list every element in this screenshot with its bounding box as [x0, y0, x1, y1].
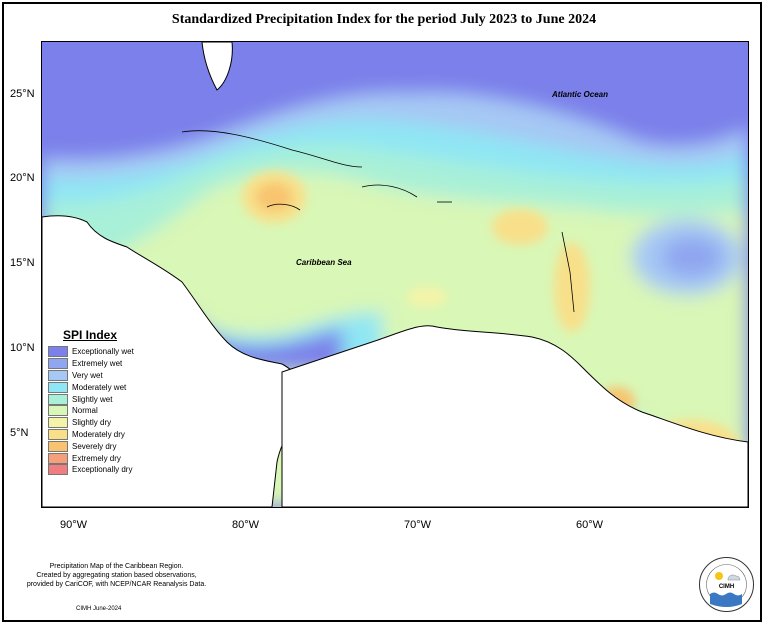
legend-swatch: [48, 405, 68, 417]
footer-credits: Precipitation Map of the Caribbean Regio…: [14, 562, 219, 589]
spi-map: Atlantic Ocean Caribbean Sea: [41, 41, 749, 508]
legend-item: Exceptionally wet: [48, 346, 134, 358]
legend-swatch: [48, 346, 68, 358]
lon-tick: 90°W: [60, 519, 88, 531]
water-icon: [710, 592, 742, 607]
lon-tick: 80°W: [232, 519, 260, 531]
lat-tick: 10°N: [10, 342, 35, 354]
cimh-logo: CIMH: [699, 557, 754, 612]
lat-tick: 5°N: [10, 427, 29, 439]
map-title: Standardized Precipitation Index for the…: [171, 12, 597, 27]
legend-label: Normal: [72, 406, 98, 416]
legend-item: Exceptionally dry: [48, 464, 134, 476]
legend-swatch: [48, 393, 68, 405]
lat-tick: 15°N: [10, 257, 35, 269]
florida: [201, 42, 233, 91]
legend-title: SPI Index: [63, 328, 118, 342]
land: [42, 42, 748, 507]
legend-swatch: [48, 464, 68, 476]
footer-line: Precipitation Map of the Caribbean Regio…: [49, 563, 184, 570]
legend-item: Extremely dry: [48, 452, 134, 464]
legend-label: Exceptionally dry: [72, 465, 133, 475]
cloud-icon: [727, 574, 741, 581]
legend-label: Very wet: [72, 370, 103, 380]
legend-item: Moderately dry: [48, 428, 134, 441]
legend-swatch: [48, 428, 68, 440]
footer-date: CIMH June-2024: [76, 606, 122, 612]
legend-swatch: [48, 452, 68, 464]
legend-swatch: [48, 369, 68, 381]
legend-item: Normal: [48, 405, 134, 417]
legend-item: Moderately wet: [48, 381, 134, 393]
lon-tick: 60°W: [576, 519, 604, 531]
lon-tick: 70°W: [404, 519, 432, 531]
legend-item: Extremely wet: [48, 358, 134, 370]
lat-tick: 20°N: [10, 172, 35, 184]
legend-label: Extremely wet: [72, 359, 123, 369]
atlantic-label: Atlantic Ocean: [552, 90, 609, 99]
legend-label: Exceptionally wet: [72, 347, 134, 357]
caribbean-label: Caribbean Sea: [296, 258, 352, 267]
legend-swatch: [48, 358, 68, 370]
legend-item: Slightly dry: [48, 417, 134, 429]
legend-swatch: [48, 417, 68, 429]
hispaniola: [361, 184, 418, 198]
islands: [181, 130, 575, 313]
legend-item: Slightly wet: [48, 393, 134, 405]
sun-icon: [715, 572, 723, 580]
legend-swatch: [48, 381, 68, 393]
legend-label: Extremely dry: [72, 453, 121, 463]
legend-label: Slightly dry: [72, 418, 112, 428]
cuba: [181, 130, 363, 168]
spi-map-canvas: [42, 42, 748, 507]
footer-line: Created by aggregating station based obs…: [36, 572, 197, 579]
south-america: [281, 325, 748, 507]
legend-label: Moderately dry: [72, 429, 125, 439]
legend-item: Very wet: [48, 369, 134, 382]
legend-item: Severely dry: [48, 440, 134, 452]
logo-text: CIMH: [719, 584, 734, 590]
lat-tick: 25°N: [10, 88, 35, 100]
outer-frame: [2, 2, 762, 622]
legend-label: Slightly wet: [72, 394, 113, 404]
legend-label: Severely dry: [72, 441, 117, 451]
jamaica: [266, 203, 301, 211]
legend-swatch: [48, 440, 68, 452]
spi-legend: SPI Index Exceptionally wet Extremely we…: [48, 328, 134, 476]
lesser-antilles: [561, 231, 575, 313]
legend-label: Moderately wet: [72, 382, 127, 392]
footer-line: provided by CariCOF, with NCEP/NCAR Rean…: [26, 581, 207, 588]
